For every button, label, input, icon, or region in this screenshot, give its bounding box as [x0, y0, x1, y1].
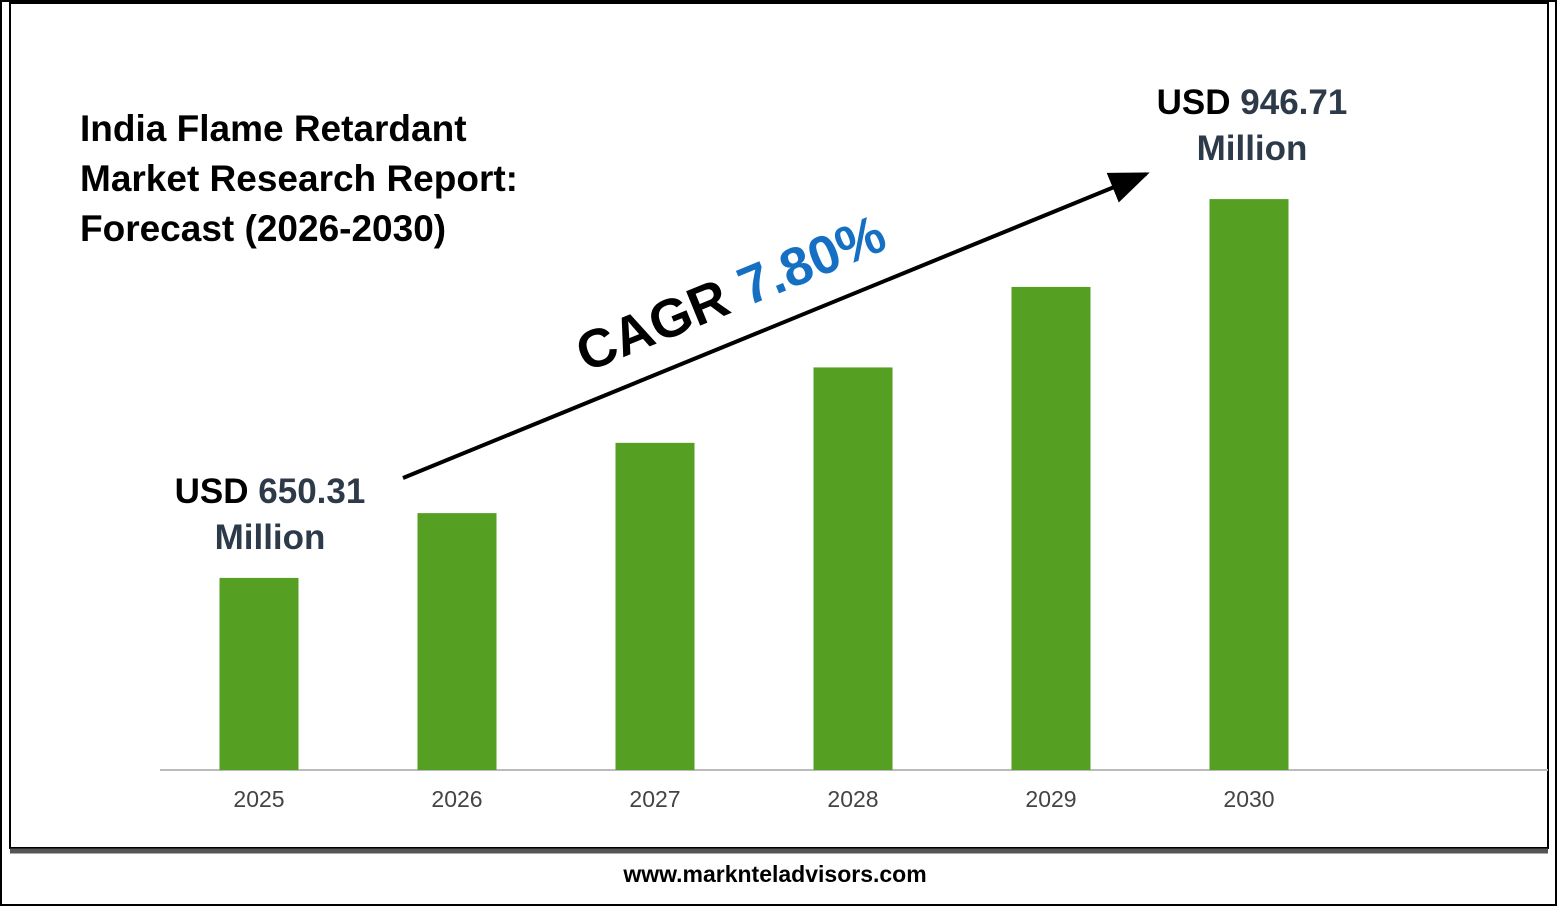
x-tick-label: 2027 [629, 786, 680, 812]
footer-url: www.marknteladvisors.com [622, 861, 926, 887]
x-tick-label: 2026 [431, 786, 482, 812]
bar [219, 577, 299, 770]
x-tick-label: 2030 [1223, 786, 1274, 812]
bar [1209, 199, 1289, 770]
bar [1011, 286, 1091, 770]
chart-title: Market Research Report: [80, 158, 518, 199]
bar [417, 513, 497, 770]
x-tick-label: 2028 [827, 786, 878, 812]
x-tick-label: 2029 [1025, 786, 1076, 812]
value-label: USD 946.71 Million [1157, 83, 1348, 168]
cagr-arrow [402, 172, 1150, 480]
bar [813, 367, 893, 770]
x-tick-label: 2025 [233, 786, 284, 812]
value-label: USD 650.31 Million [175, 472, 366, 557]
chart-title: India Flame Retardant [80, 108, 467, 149]
chart-title: Forecast (2026-2030) [80, 208, 446, 249]
bar [615, 442, 695, 770]
